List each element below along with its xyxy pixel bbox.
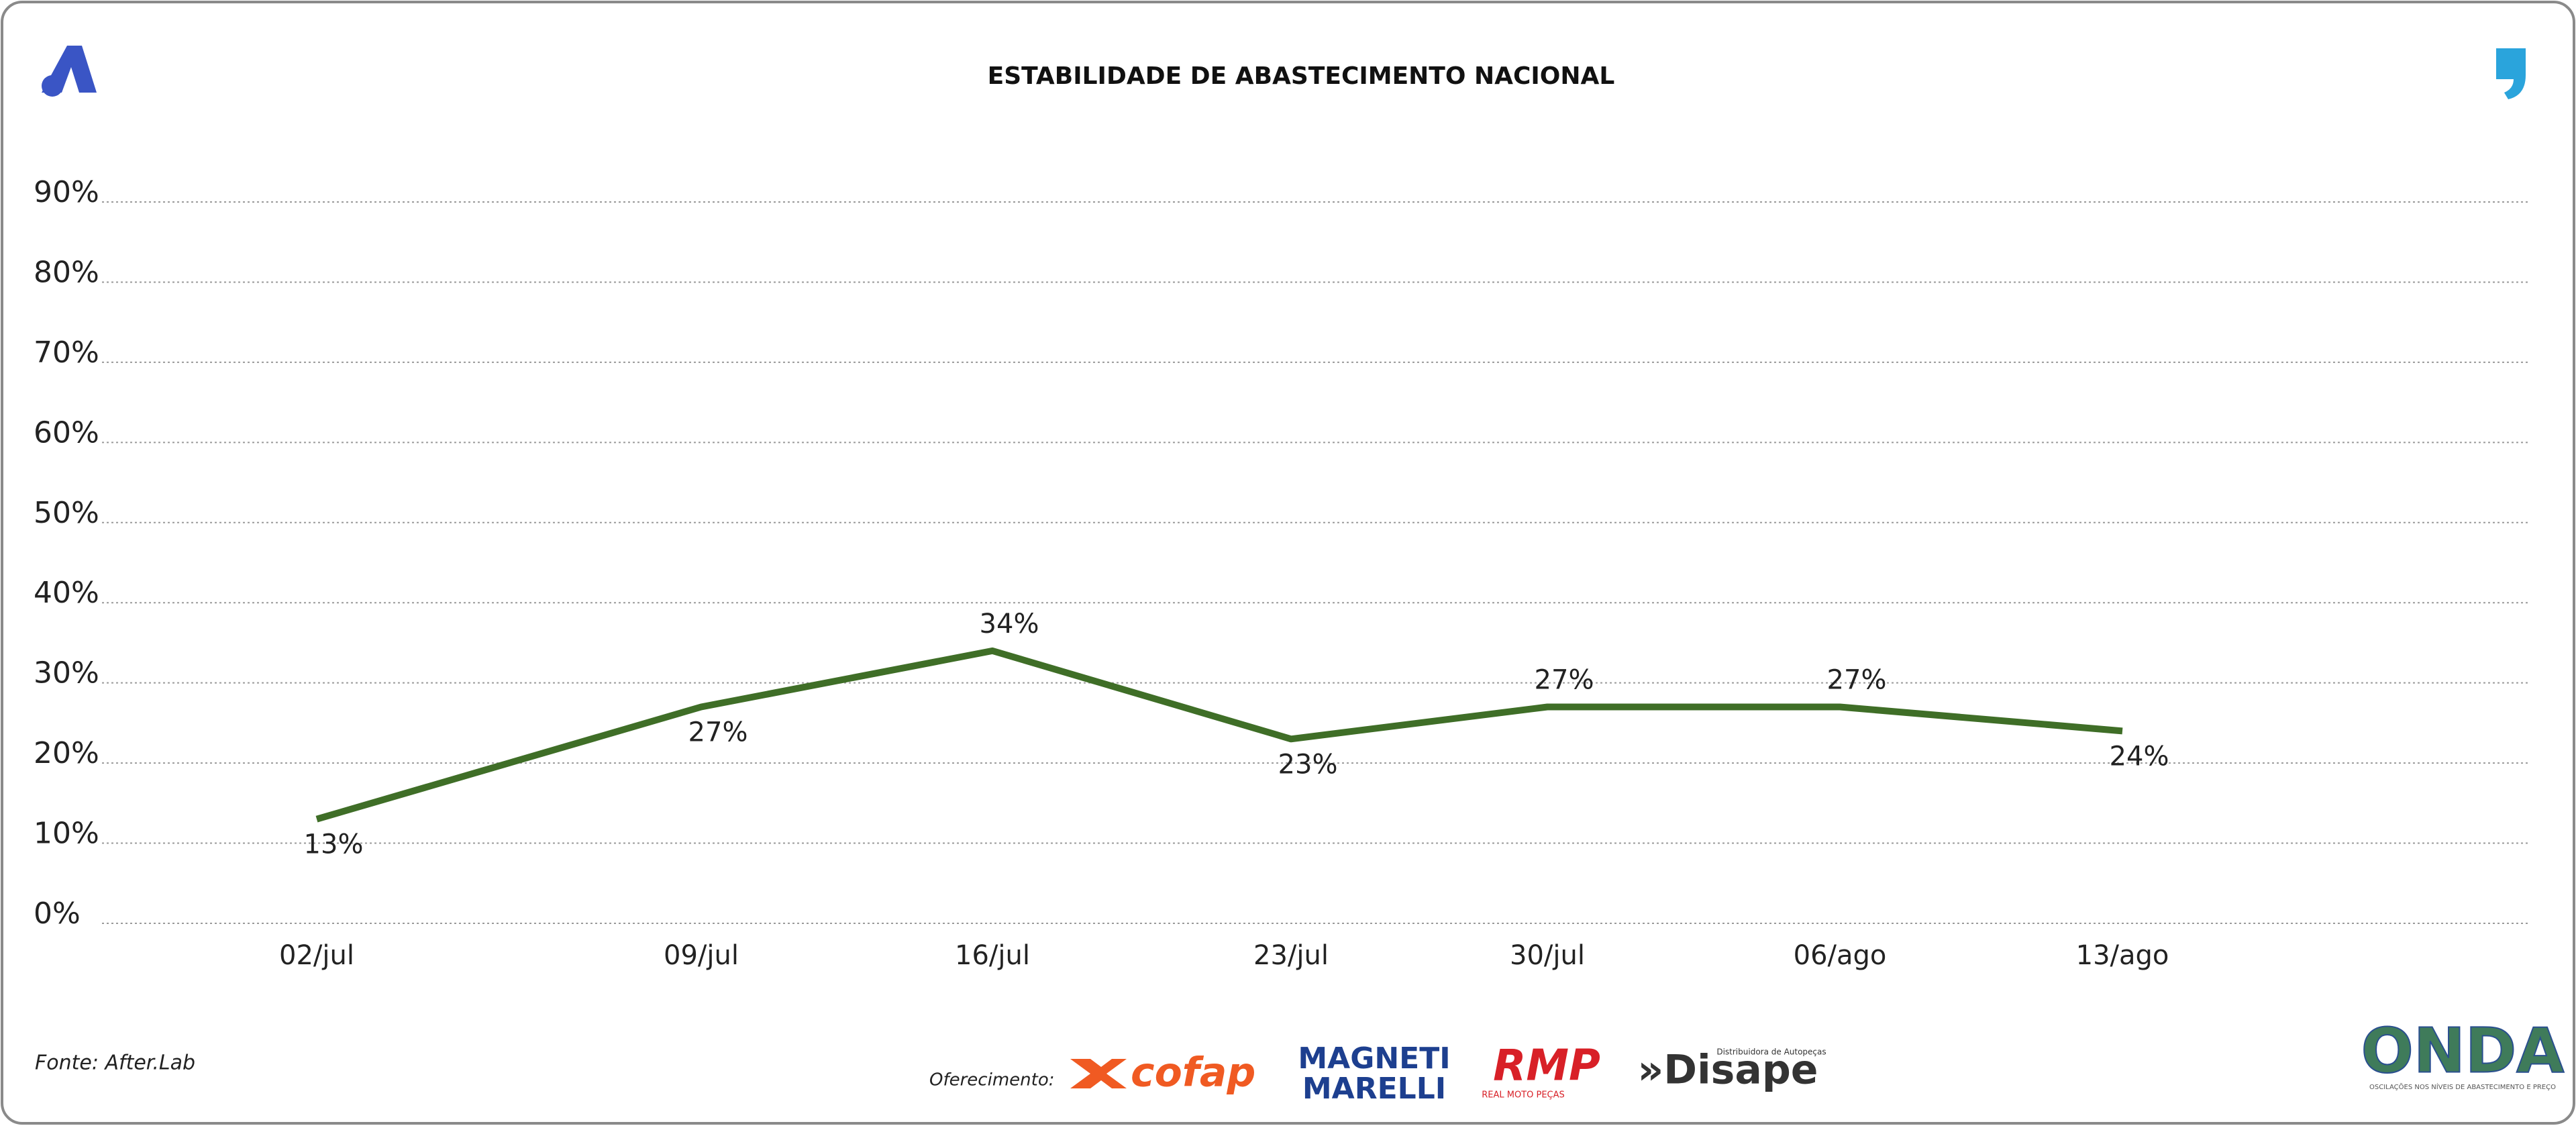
data-label: 27% (1827, 665, 1887, 696)
y-tick-label: 50% (34, 496, 99, 530)
brand: ONDA (2361, 1015, 2565, 1086)
data-label: 13% (304, 829, 364, 860)
x-tick-label: 30/jul (1510, 940, 1585, 971)
x-tick-label: 09/jul (664, 940, 739, 971)
source: Fonte: After.Lab (35, 1052, 195, 1075)
sponsor-name: REAL MOTO PEÇAS (1482, 1090, 1565, 1100)
y-tick-label: 30% (34, 656, 99, 690)
y-tick-label: 40% (34, 576, 99, 610)
data-label: 27% (1535, 665, 1594, 696)
sponsor-name: cofap (1131, 1049, 1255, 1096)
y-tick-label: 60% (34, 415, 99, 450)
sponsor-label: Oferecimento: (929, 1070, 1054, 1090)
data-label: 34% (980, 609, 1039, 639)
data-label: 23% (1278, 749, 1338, 780)
sponsor-cofap: cofap (1070, 1049, 1255, 1096)
quote-logo (2496, 48, 2526, 99)
y-tick-label: 70% (34, 336, 99, 370)
x-tick-label: 16/jul (955, 940, 1030, 971)
data-label: 24% (2110, 741, 2169, 772)
y-tick-label: 90% (34, 175, 99, 209)
sponsor-name: RMP (1493, 1041, 1600, 1091)
sponsor-name: MARELLI (1302, 1072, 1446, 1106)
sponsor-name: MAGNETI (1298, 1041, 1450, 1076)
sponsor-name: Distribuidora de Autopeças (1716, 1047, 1826, 1057)
brand-tagline: OSCILAÇÕES NOS NÍVEIS DE ABASTECIMENTO E… (2369, 1082, 2556, 1091)
y-tick-label: 10% (34, 817, 99, 851)
x-tick-label: 06/ago (1794, 940, 1887, 971)
data-line (315, 647, 2123, 823)
x-tick-label: 02/jul (279, 940, 354, 971)
chart-title: ESTABILIDADE DE ABASTECIMENTO NACIONAL (988, 62, 1615, 90)
sponsor-name: »Disape (1638, 1047, 1818, 1094)
data-label: 27% (688, 717, 748, 748)
y-tick-label: 0% (34, 896, 81, 931)
x-tick-label: 13/ago (2076, 940, 2169, 971)
logo-a (42, 46, 97, 97)
y-tick-label: 80% (34, 255, 99, 289)
x-tick-label: 23/jul (1253, 940, 1329, 971)
y-tick-label: 20% (34, 736, 99, 770)
